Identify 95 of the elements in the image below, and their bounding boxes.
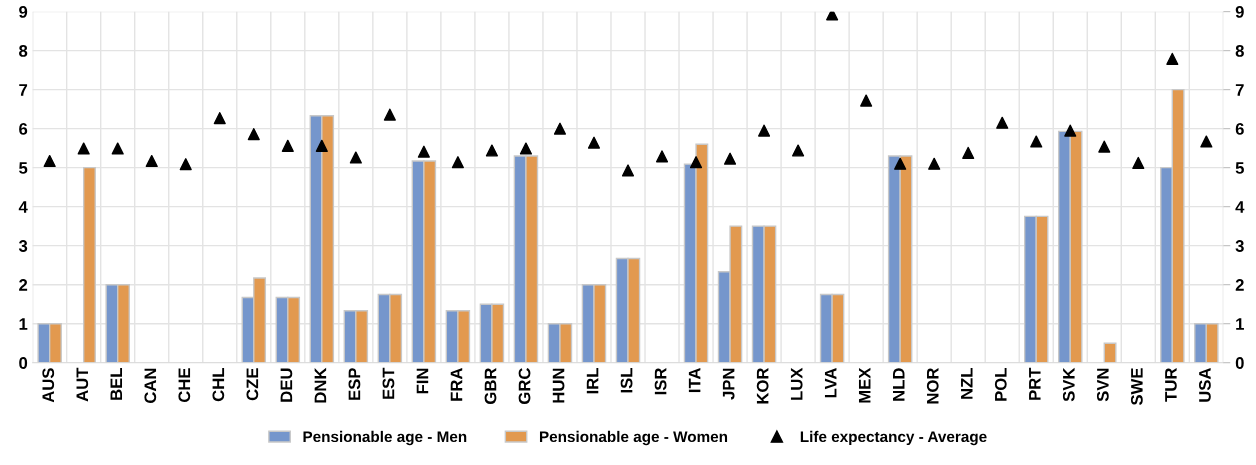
x-tick-label: AUS [42,368,55,403]
y-tick-label: 9 [19,6,28,18]
y2-tick-label: 8 [1235,45,1244,57]
y-tick-label: 3 [18,240,28,252]
point [1064,124,1077,137]
x-tick-label: LUX [790,367,803,400]
point [349,151,362,164]
y-tick-label: 7 [19,84,28,96]
point [77,142,90,155]
point [1098,140,1111,153]
point [1166,52,1179,65]
point [1200,135,1213,148]
point [451,156,464,169]
x-tick-label: ISL [620,368,633,393]
x-tick-label: NZL [961,368,973,399]
point [860,94,873,107]
legend-label: Pensionable age - Women [539,430,728,446]
point [383,108,396,121]
point [179,158,192,171]
point [519,142,533,155]
x-tick-label: POL [994,368,1007,401]
x-tick-label: EST [382,367,395,399]
x-tick-label: TUR [1165,367,1177,402]
x-tick-label: GRC [518,368,531,404]
x-tick-label: JPN [722,368,735,400]
y-tick-label: 2 [19,279,28,291]
point [928,157,941,170]
x-tick-label: GBR [484,367,497,404]
point [792,144,805,157]
y-tick-label: 5 [19,162,28,174]
x-tick-label: DNK [314,367,327,403]
x-tick-label: HUN [552,368,565,403]
point [758,124,771,137]
x-tick-label: CHL [212,368,225,402]
point [826,11,839,21]
x-tick-label: NLD [893,368,905,401]
y2-tick-label: 2 [1235,279,1244,291]
point [43,154,56,168]
x-tick-label: IRL [586,368,599,394]
x-tick-label: CZE [246,368,259,401]
y2-tick-label: 4 [1235,201,1245,213]
point [1132,156,1145,170]
x-tick-label: ISR [654,367,667,395]
y-tick-label: 8 [19,45,28,57]
point [145,154,158,168]
point [553,122,567,135]
y2-tick-label: 6 [1235,123,1244,135]
y-tick-label: 6 [19,123,28,135]
x-tick-label: MEX [858,367,871,403]
point [111,142,124,155]
y2-tick-label: 9 [1235,6,1244,18]
x-tick-label: ESP [348,368,361,400]
point [689,156,703,169]
x-tick-label: KOR [756,367,769,404]
point [213,112,226,125]
x-tick-label: SWE [1130,368,1143,406]
x-tick-label: FRA [450,368,463,401]
legend-label: Life expectancy - Average [800,430,987,446]
x-tick-label: FIN [416,368,429,394]
point [723,152,737,165]
x-tick-label: CHE [178,368,191,403]
x-tick-label: ITA [688,368,701,393]
x-tick-label: USA [1199,368,1211,402]
point [962,146,975,159]
point [485,144,498,157]
y2-tick-label: 0 [1235,357,1244,369]
point [1030,135,1043,148]
point [247,128,260,141]
point [894,157,907,170]
x-tick-label: SVK [1062,367,1075,402]
y2-tick-label: 5 [1235,162,1244,174]
x-tick-label: DEU [280,368,293,402]
y2-tick-label: 3 [1235,240,1244,252]
y-tick-label: 4 [18,201,28,213]
x-tick-label: BEL [110,368,123,400]
y-tick-label: 1 [19,318,28,330]
point [587,136,601,149]
bar [1103,342,1117,363]
x-tick-label: NOR [926,367,939,404]
y2-tick-label: 7 [1235,84,1244,96]
bar [82,166,96,363]
point [315,139,328,152]
y-tick-label: 0 [19,357,28,369]
point [996,116,1009,129]
legend-label: Pensionable age - Men [303,430,467,446]
x-tick-label: SVN [1096,368,1109,402]
y2-tick-label: 1 [1236,318,1244,330]
point [655,150,669,163]
point [417,145,430,158]
x-tick-label: AUT [76,367,89,402]
point [281,139,294,152]
x-tick-label: CAN [144,368,157,403]
point [621,164,635,177]
x-tick-label: PRT [1029,367,1041,400]
x-tick-label: LVA [824,368,837,398]
